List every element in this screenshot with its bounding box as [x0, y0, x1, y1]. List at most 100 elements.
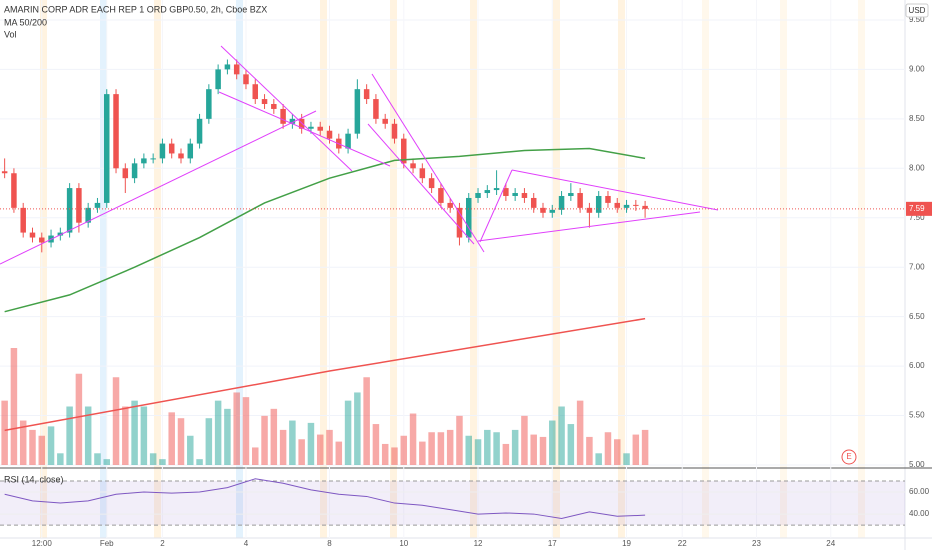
volume-bar	[94, 453, 101, 465]
y-tick-label: 8.00	[909, 163, 925, 172]
volume-bar	[47, 426, 55, 465]
trendline	[218, 91, 391, 167]
candle-body	[103, 94, 110, 203]
volume-bar	[456, 415, 463, 465]
candle-body	[233, 64, 240, 75]
currency[interactable]: USD	[909, 6, 926, 15]
candle-body	[345, 133, 351, 149]
volume-bar	[595, 453, 602, 465]
moving-average-line	[4, 147, 646, 313]
x-tick-label: 12	[474, 539, 483, 548]
rsi-line	[4, 478, 646, 519]
x-tick-label: 22	[678, 539, 687, 548]
candle-body	[150, 158, 156, 160]
volume-bar	[10, 348, 18, 465]
volume-bar	[511, 429, 519, 465]
volume-bar	[530, 434, 537, 465]
earnings-marker-circle[interactable]	[841, 449, 857, 465]
volume-bar	[354, 392, 361, 465]
y-tick-label: 7.50	[909, 213, 925, 222]
volume-bar	[586, 436, 593, 465]
volume-bar	[632, 434, 640, 465]
candle-body	[168, 143, 175, 154]
volume-bar	[391, 447, 398, 465]
last-price-label: 7.59	[909, 204, 925, 213]
y-tick-label: 5.50	[909, 411, 925, 420]
currency-box[interactable]	[905, 3, 929, 18]
candle-body	[428, 178, 435, 189]
candle-body	[530, 197, 537, 208]
volume-bar	[57, 453, 64, 465]
candle-body	[382, 118, 388, 124]
session-stripe	[858, 0, 865, 538]
x-tick-label: 24	[826, 539, 835, 548]
volume-bar	[75, 373, 83, 465]
candle-body	[419, 168, 426, 179]
volume-bar	[419, 441, 426, 465]
trendline	[220, 45, 353, 172]
chart-title: AMARIN CORP ADR EACH REP 1 ORD GBP0.50, …	[4, 4, 267, 14]
y-tick-label: 5.00	[909, 460, 925, 469]
candle-body	[465, 197, 472, 238]
rsi-tick-label: 40.00	[909, 509, 930, 518]
candle-body	[66, 188, 73, 233]
candle-body	[11, 173, 17, 208]
y-tick-label: 7.00	[909, 262, 925, 271]
x-tick-label: 4	[244, 539, 249, 548]
volume-bar	[149, 453, 157, 465]
volume-bar	[252, 447, 259, 465]
volume-bar	[307, 422, 315, 465]
candle-body	[122, 168, 129, 179]
candle-body	[493, 188, 500, 191]
session-stripe	[320, 0, 327, 538]
volume-bar	[84, 406, 92, 465]
volume-bar	[1, 400, 8, 465]
volume-bar	[437, 432, 445, 465]
candle-body	[187, 143, 194, 159]
session-stripe	[100, 0, 107, 538]
candle-body	[484, 190, 491, 194]
candle-body	[373, 99, 379, 119]
candle-body	[605, 195, 611, 203]
session-stripe	[40, 0, 47, 538]
x-tick-label: 19	[622, 539, 631, 548]
candle-body	[280, 108, 286, 124]
y-tick-label: 9.50	[909, 15, 925, 24]
candle-body	[614, 202, 621, 208]
volume-bar	[576, 400, 584, 465]
y-tick-label: 6.50	[909, 312, 925, 321]
x-tick-label: 12:00	[32, 539, 53, 548]
earnings-marker[interactable]: E	[846, 452, 851, 461]
session-stripe	[553, 0, 560, 538]
candle-body	[577, 193, 583, 208]
volume-bar	[122, 406, 129, 465]
candle-body	[76, 188, 82, 223]
candle-body	[410, 163, 416, 169]
volume-bar	[428, 432, 435, 465]
volume-bar	[261, 415, 268, 465]
candle-body	[159, 143, 166, 159]
volume-bar	[112, 377, 120, 465]
candle-body	[308, 126, 314, 129]
candle-body	[141, 158, 147, 164]
candle-body	[94, 202, 101, 208]
volume-bar	[549, 420, 556, 465]
trendline	[0, 110, 317, 265]
candle-body	[633, 204, 639, 206]
candle-body	[29, 232, 36, 238]
volume-bar	[567, 424, 575, 465]
moving-average-line	[4, 317, 646, 432]
volume-bar	[474, 439, 482, 465]
y-tick-label: 9.00	[909, 65, 925, 74]
candle-body	[289, 118, 296, 124]
x-tick-label: 17	[548, 539, 557, 548]
session-stripe	[780, 0, 787, 538]
candle-body	[261, 99, 268, 105]
rsi-label: RSI (14, close)	[4, 474, 64, 484]
candle-body	[131, 163, 138, 179]
candle-body	[512, 193, 518, 196]
candle-body	[243, 74, 249, 85]
candle-body	[39, 237, 45, 243]
